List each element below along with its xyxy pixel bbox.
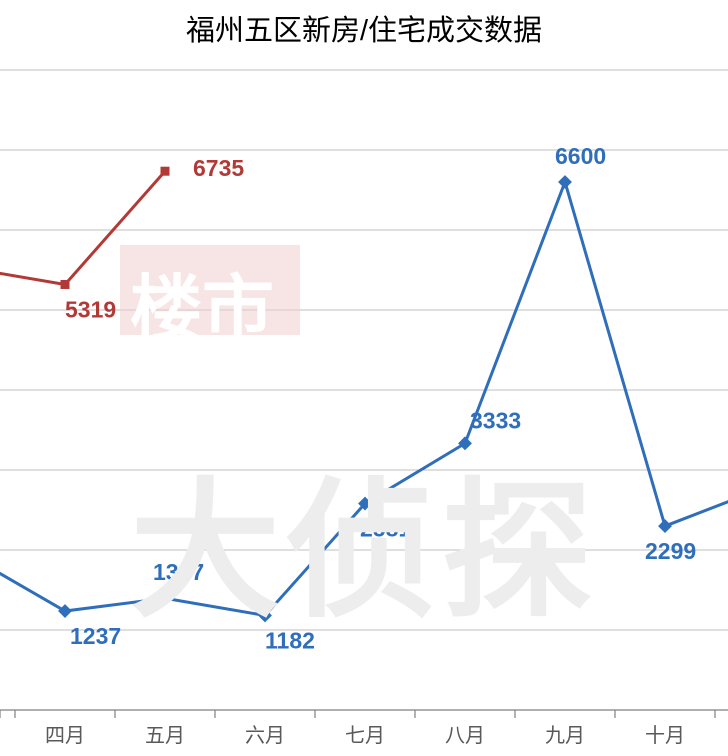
x-axis-label: 四月 xyxy=(45,725,85,747)
blue-series-value-label: 2581 xyxy=(360,516,411,542)
blue-series-marker xyxy=(58,604,72,618)
blue-series-value-label: 1182 xyxy=(265,627,315,653)
red-series-value-label: 6735 xyxy=(193,155,244,181)
x-axis-label: 八月 xyxy=(445,725,485,747)
x-axis-label: 六月 xyxy=(245,724,285,747)
watermark-box xyxy=(120,245,300,335)
blue-series-marker xyxy=(458,436,472,450)
blue-series-value-label: 3333 xyxy=(470,407,521,433)
blue-series-marker xyxy=(658,519,672,533)
red-series-value-label: 5319 xyxy=(65,296,116,322)
blue-series-value-label: 1237 xyxy=(70,623,121,649)
blue-series-value-label: 6600 xyxy=(555,143,606,169)
x-axis-label: 七月 xyxy=(345,724,385,747)
line-chart: 四月 五月 六月 七月 八月 九月 十月 福州五区新房/住宅成交数据 1237 1397 1182 2… xyxy=(0,0,728,756)
blue-series-value-label: 2299 xyxy=(645,538,696,564)
blue-series-value-label: 1397 xyxy=(153,559,204,585)
chart-title: 福州五区新房/住宅成交数据 xyxy=(186,14,542,47)
red-series-marker xyxy=(61,280,70,289)
x-axis-label: 九月 xyxy=(545,724,585,747)
blue-series-marker xyxy=(558,175,572,189)
x-axis-label: 五月 xyxy=(145,725,185,747)
blue-series-marker xyxy=(158,591,172,605)
x-axis-label: 十月 xyxy=(645,724,685,747)
red-series-marker xyxy=(161,167,170,176)
chart-container: 楼市 大侦探 四月五月六月七月八月九月十月福州五区新房/住宅成交数据123713… xyxy=(0,0,728,756)
